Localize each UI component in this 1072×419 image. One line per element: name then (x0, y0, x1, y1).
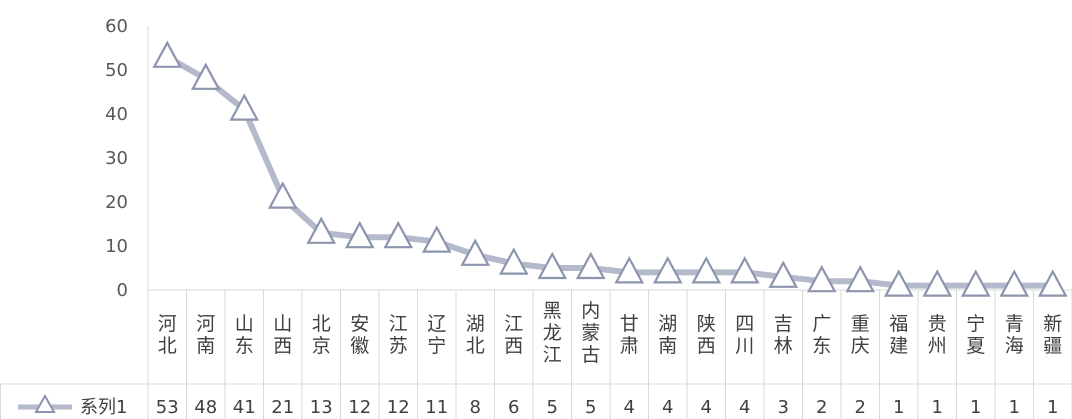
data-point-marker (1037, 269, 1068, 297)
data-point-marker (344, 220, 375, 249)
data-table-value: 11 (425, 397, 448, 418)
y-tick-label: 20 (105, 192, 128, 213)
y-tick-label: 10 (105, 236, 128, 257)
category-label: 湖北 (466, 313, 485, 357)
data-table-value: 12 (387, 397, 410, 418)
data-table-value: 41 (233, 397, 256, 418)
category-label: 宁夏 (966, 313, 985, 357)
data-point-marker (960, 269, 991, 297)
category-label: 山西 (273, 313, 292, 357)
legend-marker-swatch (34, 393, 56, 413)
data-table-value: 1 (1047, 397, 1058, 418)
data-point-marker (691, 256, 722, 284)
category-label: 北京 (312, 313, 331, 357)
category-label: 广东 (812, 313, 831, 357)
category-label: 吉林 (774, 313, 793, 357)
data-table-value: 21 (271, 397, 294, 418)
category-label: 福建 (889, 313, 908, 357)
data-table-value: 5 (585, 397, 596, 418)
category-label: 重庆 (851, 313, 870, 357)
y-axis-tick-labels: 0 10 20 30 40 50 60 (105, 16, 128, 301)
data-point-marker (383, 220, 414, 249)
data-point-marker (498, 247, 529, 275)
series-1 (152, 40, 1068, 297)
category-label: 辽宁 (427, 313, 446, 357)
data-table-value: 4 (701, 397, 712, 418)
data-table-value: 3 (778, 397, 789, 418)
data-point-marker (845, 264, 876, 293)
data-point-marker (614, 256, 645, 284)
series-line (164, 53, 1056, 289)
data-point-marker (306, 216, 337, 244)
data-table-value: 4 (739, 397, 750, 418)
data-table-value: 1 (932, 397, 943, 418)
category-label: 内蒙古 (581, 300, 600, 366)
data-point-marker (190, 62, 221, 90)
category-label: 新疆 (1043, 313, 1062, 357)
data-point-marker (267, 181, 298, 209)
y-tick-label: 40 (105, 104, 128, 125)
data-table-value: 1 (970, 397, 981, 418)
data-point-marker (460, 238, 491, 266)
data-point-marker (152, 40, 183, 68)
category-label: 青海 (1005, 313, 1024, 357)
category-label: 湖南 (658, 313, 677, 357)
data-point-marker (922, 269, 953, 297)
data-table-value: 1 (1009, 397, 1020, 418)
category-label: 河南 (196, 313, 215, 357)
y-tick-label: 50 (105, 60, 128, 81)
data-point-marker (768, 260, 799, 288)
data-point-marker (421, 225, 452, 253)
y-tick-label: 60 (105, 16, 128, 37)
data-point-marker (575, 251, 606, 280)
category-label: 山东 (235, 313, 254, 357)
category-label: 黑龙江 (543, 300, 562, 366)
data-table-value: 5 (547, 397, 558, 418)
data-table-value: 1 (893, 397, 904, 418)
data-table-value: 8 (470, 397, 481, 418)
category-label: 河北 (158, 313, 177, 357)
data-table-value: 13 (310, 397, 333, 418)
legend-series-name: 系列1 (80, 397, 127, 418)
category-label: 陕西 (697, 313, 716, 357)
category-label: 江苏 (389, 313, 408, 357)
data-point-marker (806, 264, 837, 293)
data-point-marker (883, 269, 914, 297)
y-tick-label: 0 (117, 280, 128, 301)
data-point-marker (229, 93, 260, 121)
category-label: 江西 (504, 313, 523, 357)
data-point-marker (729, 256, 760, 284)
y-tick-label: 30 (105, 148, 128, 169)
data-table-value: 48 (194, 397, 217, 418)
data-table-value: 12 (348, 397, 371, 418)
data-point-marker (652, 256, 683, 284)
data-table-value: 2 (855, 397, 866, 418)
data-table-value: 4 (662, 397, 673, 418)
data-table-value: 53 (156, 397, 179, 418)
data-table-value: 6 (508, 397, 519, 418)
category-label: 甘肃 (620, 313, 639, 357)
category-label: 贵州 (928, 313, 947, 357)
data-table-value: 4 (624, 397, 635, 418)
category-label: 四川 (735, 313, 754, 357)
data-point-marker (999, 269, 1030, 297)
category-label: 安徽 (350, 313, 369, 357)
data-point-marker (537, 251, 568, 280)
data-table-value: 2 (816, 397, 827, 418)
